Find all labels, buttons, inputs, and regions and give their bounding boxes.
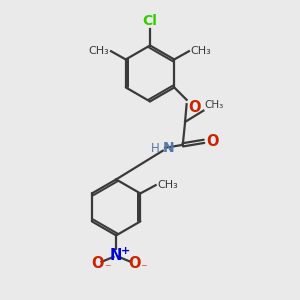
Text: +: +: [121, 246, 130, 256]
Text: CH₃: CH₃: [157, 180, 178, 190]
Text: O: O: [188, 100, 201, 116]
Text: N: N: [163, 141, 174, 155]
Text: N: N: [110, 248, 122, 262]
Text: H: H: [151, 142, 159, 155]
Text: O: O: [128, 256, 141, 271]
Text: CH₃: CH₃: [190, 46, 211, 56]
Text: CH₃: CH₃: [89, 46, 110, 56]
Text: ⁻: ⁻: [104, 262, 110, 275]
Text: O: O: [92, 256, 104, 271]
Text: ⁻: ⁻: [140, 262, 147, 275]
Text: CH₃: CH₃: [205, 100, 224, 110]
Text: Cl: Cl: [142, 14, 158, 28]
Text: O: O: [206, 134, 218, 149]
